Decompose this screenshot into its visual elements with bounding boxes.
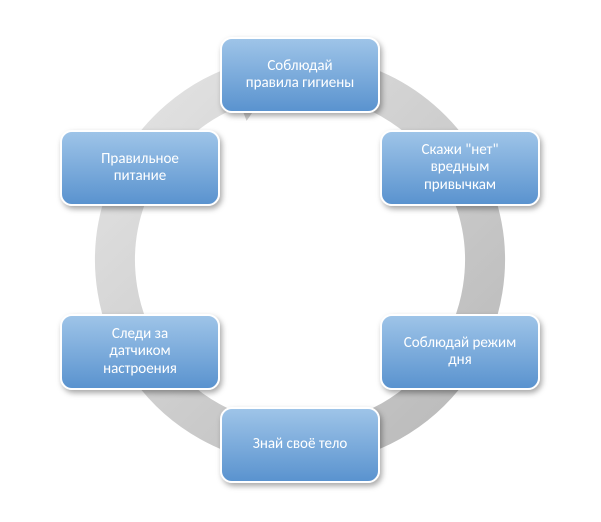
- cycle-node-label: Соблюдай режим дня: [404, 335, 516, 370]
- cycle-node-nutrition: Правильное питание: [60, 130, 220, 206]
- cycle-diagram: Соблюдай правила гигиены Скажи "нет" вред…: [0, 0, 601, 522]
- cycle-node-label: Скажи "нет" вредным привычкам: [422, 142, 499, 194]
- cycle-node-body: Знай своё тело: [220, 407, 380, 483]
- cycle-node-regime: Соблюдай режим дня: [380, 314, 540, 390]
- cycle-node-label: Следи за датчиком настроения: [103, 326, 177, 378]
- cycle-node-label: Соблюдай правила гигиены: [246, 58, 354, 93]
- cycle-node-hygiene: Соблюдай правила гигиены: [220, 37, 380, 113]
- cycle-node-mood: Следи за датчиком настроения: [60, 314, 220, 390]
- cycle-node-label: Знай своё тело: [253, 436, 348, 453]
- cycle-node-habits: Скажи "нет" вредным привычкам: [380, 130, 540, 206]
- cycle-node-label: Правильное питание: [101, 151, 179, 186]
